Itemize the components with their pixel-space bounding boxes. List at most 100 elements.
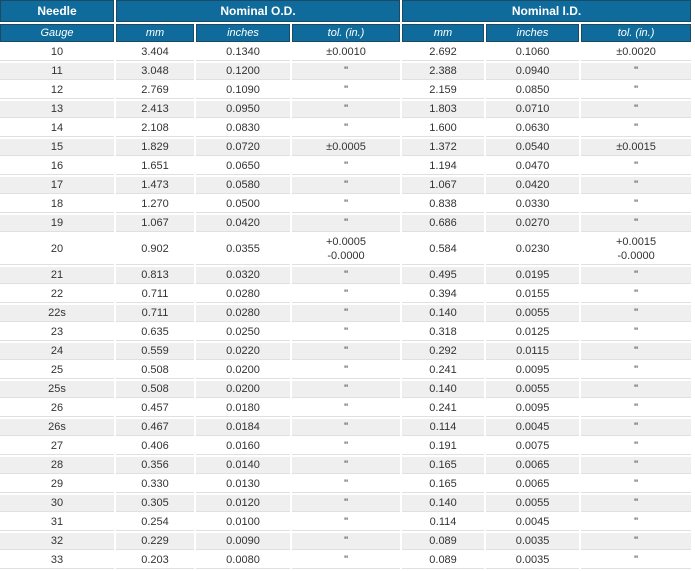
- cell-id-tolerance: ": [581, 419, 692, 436]
- cell-id-tolerance: ": [581, 267, 692, 284]
- cell-id-tolerance: ": [581, 476, 692, 493]
- cell-od-mm: 0.508: [116, 381, 194, 398]
- cell-od-inches: 0.0650: [196, 158, 290, 175]
- cell-od-mm: 0.559: [116, 343, 194, 360]
- cell-gauge: 20: [0, 234, 114, 265]
- table-row: 22 0.711 0.0280 " 0.394 0.0155 ": [0, 286, 692, 303]
- cell-id-inches: 0.0065: [486, 457, 580, 474]
- cell-gauge: 24: [0, 343, 114, 360]
- cell-gauge: 25s: [0, 381, 114, 398]
- cell-od-inches: 0.0184: [196, 419, 290, 436]
- cell-id-tolerance: ": [581, 552, 692, 569]
- cell-id-tolerance: ": [581, 120, 692, 137]
- cell-id-mm: 0.114: [402, 514, 485, 531]
- cell-gauge: 14: [0, 120, 114, 137]
- cell-od-mm: 1.473: [116, 177, 194, 194]
- cell-id-inches: 0.0470: [486, 158, 580, 175]
- table-row: 16 1.651 0.0650 " 1.194 0.0470 ": [0, 158, 692, 175]
- cell-id-inches: 0.0940: [486, 63, 580, 80]
- table-row: 12 2.769 0.1090 " 2.159 0.0850 ": [0, 82, 692, 99]
- cell-od-mm: 1.067: [116, 215, 194, 232]
- cell-id-inches: 0.0850: [486, 82, 580, 99]
- cell-od-mm: 0.305: [116, 495, 194, 512]
- cell-id-inches: 0.1060: [486, 44, 580, 61]
- cell-id-mm: 0.140: [402, 495, 485, 512]
- table-row: 23 0.635 0.0250 " 0.318 0.0125 ": [0, 324, 692, 341]
- table-row: 25s 0.508 0.0200 " 0.140 0.0055 ": [0, 381, 692, 398]
- cell-od-mm: 0.711: [116, 305, 194, 322]
- cell-id-inches: 0.0125: [486, 324, 580, 341]
- cell-od-tolerance: ±0.0005: [292, 139, 401, 156]
- cell-od-tolerance: ": [292, 101, 401, 118]
- col-header-od-tolerance: tol. (in.): [292, 24, 401, 42]
- cell-id-tolerance: ": [581, 343, 692, 360]
- cell-od-mm: 0.203: [116, 552, 194, 569]
- cell-od-tolerance: ": [292, 552, 401, 569]
- cell-id-tolerance: ±0.0015: [581, 139, 692, 156]
- cell-id-inches: 0.0270: [486, 215, 580, 232]
- cell-id-tolerance: ": [581, 514, 692, 531]
- cell-od-inches: 0.0500: [196, 196, 290, 213]
- cell-gauge: 13: [0, 101, 114, 118]
- cell-id-tolerance: ": [581, 215, 692, 232]
- table-row: 32 0.229 0.0090 " 0.089 0.0035 ": [0, 533, 692, 550]
- cell-gauge: 29: [0, 476, 114, 493]
- cell-od-inches: 0.0180: [196, 400, 290, 417]
- cell-gauge: 21: [0, 267, 114, 284]
- cell-id-inches: 0.0055: [486, 305, 580, 322]
- cell-id-inches: 0.0420: [486, 177, 580, 194]
- cell-gauge: 22: [0, 286, 114, 303]
- cell-id-mm: 0.838: [402, 196, 485, 213]
- cell-od-inches: 0.0720: [196, 139, 290, 156]
- col-header-id-tolerance: tol. (in.): [581, 24, 692, 42]
- cell-id-tolerance: ±0.0020: [581, 44, 692, 61]
- cell-od-tolerance: ": [292, 324, 401, 341]
- cell-gauge: 12: [0, 82, 114, 99]
- cell-id-inches: 0.0195: [486, 267, 580, 284]
- cell-od-tolerance: ": [292, 82, 401, 99]
- cell-id-mm: 0.394: [402, 286, 485, 303]
- cell-od-inches: 0.0220: [196, 343, 290, 360]
- cell-id-inches: 0.0075: [486, 438, 580, 455]
- header-needle: Needle: [0, 0, 114, 22]
- table-row: 33 0.203 0.0080 " 0.089 0.0035 ": [0, 552, 692, 569]
- cell-id-tolerance: +0.0015 -0.0000: [581, 234, 692, 265]
- cell-id-tolerance: ": [581, 381, 692, 398]
- cell-od-mm: 0.902: [116, 234, 194, 265]
- col-header-od-inches: inches: [196, 24, 290, 42]
- table-row: 17 1.473 0.0580 " 1.067 0.0420 ": [0, 177, 692, 194]
- cell-id-mm: 1.067: [402, 177, 485, 194]
- table-row: 19 1.067 0.0420 " 0.686 0.0270 ": [0, 215, 692, 232]
- table-row: 14 2.108 0.0830 " 1.600 0.0630 ": [0, 120, 692, 137]
- cell-id-mm: 2.159: [402, 82, 485, 99]
- cell-id-tolerance: ": [581, 495, 692, 512]
- cell-od-inches: 0.0580: [196, 177, 290, 194]
- cell-od-inches: 0.0200: [196, 381, 290, 398]
- cell-id-mm: 0.495: [402, 267, 485, 284]
- cell-id-tolerance: ": [581, 362, 692, 379]
- table-row: 24 0.559 0.0220 " 0.292 0.0115 ": [0, 343, 692, 360]
- cell-id-inches: 0.0065: [486, 476, 580, 493]
- cell-id-tolerance: ": [581, 101, 692, 118]
- cell-od-inches: 0.0320: [196, 267, 290, 284]
- table-row: 10 3.404 0.1340 ±0.0010 2.692 0.1060 ±0.0020: [0, 44, 692, 61]
- table-row: 13 2.413 0.0950 " 1.803 0.0710 ": [0, 101, 692, 118]
- cell-od-mm: 0.635: [116, 324, 194, 341]
- cell-id-inches: 0.0330: [486, 196, 580, 213]
- cell-id-tolerance: ": [581, 196, 692, 213]
- cell-od-mm: 3.048: [116, 63, 194, 80]
- table-row: 20 0.902 0.0355 +0.0005 -0.0000 0.584 0.0230 +…: [0, 234, 692, 265]
- col-header-gauge: Gauge: [0, 24, 114, 42]
- table-row: 18 1.270 0.0500 " 0.838 0.0330 ": [0, 196, 692, 213]
- cell-id-inches: 0.0230: [486, 234, 580, 265]
- cell-id-mm: 0.165: [402, 457, 485, 474]
- cell-od-inches: 0.0120: [196, 495, 290, 512]
- cell-od-mm: 2.108: [116, 120, 194, 137]
- cell-od-inches: 0.0200: [196, 362, 290, 379]
- cell-od-inches: 0.0420: [196, 215, 290, 232]
- table-body: 10 3.404 0.1340 ±0.0010 2.692 0.1060 ±0.0020 11…: [0, 44, 692, 569]
- cell-id-tolerance: ": [581, 63, 692, 80]
- cell-od-mm: 0.813: [116, 267, 194, 284]
- cell-id-inches: 0.0055: [486, 495, 580, 512]
- cell-gauge: 33: [0, 552, 114, 569]
